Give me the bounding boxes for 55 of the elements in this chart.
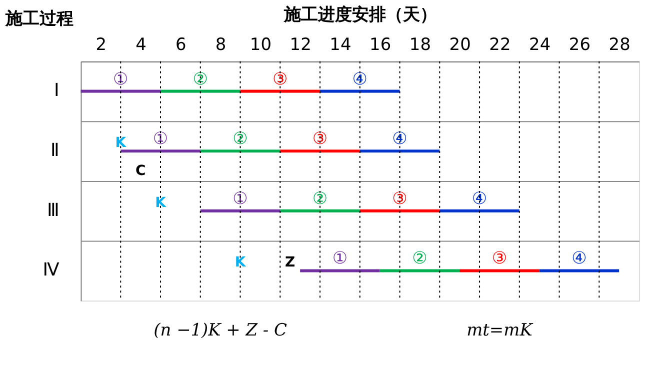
text: ③ — [272, 68, 288, 88]
bar — [200, 209, 280, 212]
bar — [460, 269, 540, 272]
series-label: ③ — [312, 128, 328, 148]
x-tick-label: 18 — [409, 34, 431, 54]
text: ③ — [492, 248, 508, 268]
bar — [360, 209, 440, 212]
annotation: Z — [285, 254, 296, 271]
y-tick-label: Ⅰ — [54, 80, 60, 102]
text: ④ — [472, 188, 488, 208]
series-label: ② — [232, 128, 248, 148]
bar — [280, 150, 360, 153]
x-tick-label: 24 — [529, 34, 551, 54]
bar — [539, 269, 620, 272]
text: (n −1)K + Z - C — [154, 319, 288, 340]
text: ① — [232, 188, 248, 208]
text: ① — [332, 248, 348, 268]
x-tick-label: 2 — [96, 34, 107, 54]
x-tick-label: 14 — [330, 34, 352, 54]
bar — [360, 150, 440, 153]
x-tick-label: 8 — [215, 34, 226, 54]
text: ② — [312, 188, 328, 208]
x-tick-label: 26 — [568, 34, 590, 54]
text: ④ — [572, 248, 587, 268]
x-tick-label: 22 — [489, 34, 511, 54]
text: ② — [192, 68, 208, 88]
bar — [280, 209, 360, 212]
x-tick-label: 6 — [176, 34, 186, 54]
series-label: ④ — [392, 128, 408, 148]
annotation: K — [155, 194, 168, 211]
x-axis-title: 施工进度安排（天） — [282, 4, 437, 24]
text: mt=mK — [466, 319, 534, 340]
series-label: ① — [152, 128, 168, 148]
bar — [440, 209, 520, 212]
x-tick-label: 20 — [449, 34, 471, 54]
bar — [300, 269, 380, 272]
annotation: K — [115, 135, 128, 152]
x-tick-label: 28 — [608, 34, 630, 54]
bar — [200, 150, 280, 153]
y-tick-label: Ⅲ — [46, 200, 60, 221]
text: ② — [412, 248, 428, 268]
annotation: C — [135, 162, 146, 179]
text: ① — [113, 68, 128, 88]
x-tick-label: 12 — [290, 34, 312, 54]
x-tick-label: 4 — [136, 34, 146, 54]
x-tick-label: 16 — [370, 34, 392, 54]
y-tick-label: Ⅱ — [50, 140, 60, 162]
y-axis-title: 施工过程 — [4, 8, 74, 28]
text: ③ — [392, 188, 408, 208]
annotation: K — [234, 254, 247, 271]
text: ④ — [352, 68, 368, 88]
bar — [120, 150, 200, 153]
x-tick-label: 10 — [250, 34, 272, 54]
bar — [380, 269, 460, 272]
y-tick-label: Ⅳ — [42, 260, 60, 281]
